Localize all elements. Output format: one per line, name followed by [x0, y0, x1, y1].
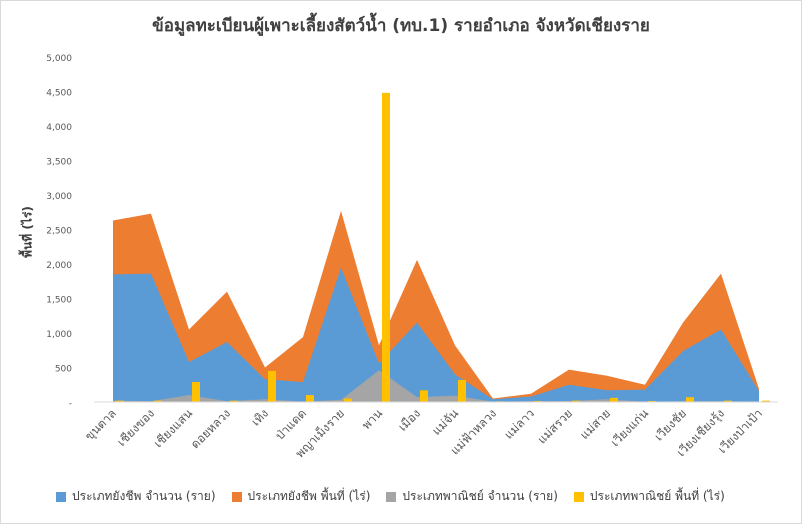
legend-item-subsistence-area: ประเภทยังชีพ พื้นที่ (ไร่) [231, 487, 371, 506]
legend-swatch [386, 491, 397, 502]
bar-commercial-area [230, 400, 238, 402]
x-tick-label: แม่จัน [429, 406, 461, 438]
y-tick-label: 2,000 [46, 261, 72, 271]
x-tick-label: แม่ลาว [501, 406, 537, 442]
x-tick-label: เชียงแสน [151, 406, 195, 450]
legend-swatch [56, 491, 66, 502]
x-tick-label: แม่สาย [577, 406, 613, 442]
bar-commercial-area [534, 400, 542, 402]
y-tick-label: 2,500 [46, 227, 72, 237]
x-tick-label: ป่าแดด [273, 406, 310, 443]
x-tick-label: แม่สรวย [535, 406, 575, 446]
legend-item-subsistence-count: ประเภทยังชีพ จำนวน (ราย) [56, 487, 216, 506]
x-tick-label: ดอยหลวง [188, 406, 233, 451]
y-tick-label: 500 [55, 365, 72, 375]
bar-commercial-area [610, 397, 618, 402]
bar-layer [116, 92, 770, 402]
bar-commercial-area [268, 370, 276, 402]
y-tick-label: 5,000 [46, 54, 72, 64]
bar-commercial-area [344, 398, 352, 402]
y-tick-label: 1,000 [46, 330, 72, 340]
x-tick-label: เชียงของ [114, 406, 157, 449]
y-tick-label: 3,000 [46, 192, 72, 202]
y-tick-layer: - 500 1,000 1,500 2,000 2,500 3,000 3,500 4,000 4… [46, 54, 72, 409]
bar-commercial-area [382, 92, 390, 402]
bar-commercial-area [724, 400, 732, 402]
bar-commercial-area [306, 395, 314, 402]
legend-label: ประเภทพาณิชย์ พื้นที่ (ไร่) [589, 489, 725, 503]
bar-commercial-area [192, 381, 200, 402]
bar-commercial-area [686, 397, 694, 402]
area-layer [113, 210, 759, 402]
x-tick-label: เวียงชัย [652, 406, 689, 443]
y-tick-label: 4,000 [46, 123, 72, 133]
y-tick-label: 4,500 [46, 89, 72, 99]
area-series-subsistence-area [113, 210, 759, 402]
legend: ประเภทยังชีพ จำนวน (ราย) ประเภทยังชีพ พื… [56, 487, 725, 506]
legend-item-commercial-area: ประเภทพาณิชย์ พื้นที่ (ไร่) [573, 487, 725, 506]
legend-item-commercial-count: ประเภทพาณิชย์ จำนวน (ราย) [386, 487, 558, 506]
chart-title: ข้อมูลทะเบียนผู้เพาะเลี้ยงสัตว์น้ำ (ทบ.1… [152, 16, 650, 36]
legend-swatch [231, 491, 242, 502]
y-tick-label: - [69, 399, 72, 409]
x-tick-label: เทิง [249, 406, 272, 429]
legend-label: ประเภทยังชีพ จำนวน (ราย) [72, 489, 216, 503]
legend-label: ประเภทพาณิชย์ จำนวน (ราย) [402, 489, 558, 503]
legend-swatch [573, 491, 584, 502]
bar-commercial-area [458, 379, 466, 402]
x-tick-label: เมือง [395, 406, 423, 434]
y-tick-label: 1,500 [46, 296, 72, 306]
bar-commercial-area [116, 400, 124, 402]
legend-label: ประเภทยังชีพ พื้นที่ (ไร่) [247, 489, 371, 503]
bar-commercial-area [648, 400, 656, 402]
area-series-subsistence-count [113, 267, 759, 402]
area-series-commercial-count [113, 370, 759, 402]
x-tick-label: เวียงแก่น [608, 406, 651, 449]
bar-commercial-area [572, 400, 580, 402]
x-tick-label: พาน [359, 406, 385, 432]
y-tick-label: 3,500 [46, 158, 72, 168]
bar-commercial-area [420, 390, 428, 402]
bar-commercial-area [762, 400, 770, 402]
bar-commercial-area [154, 400, 162, 402]
